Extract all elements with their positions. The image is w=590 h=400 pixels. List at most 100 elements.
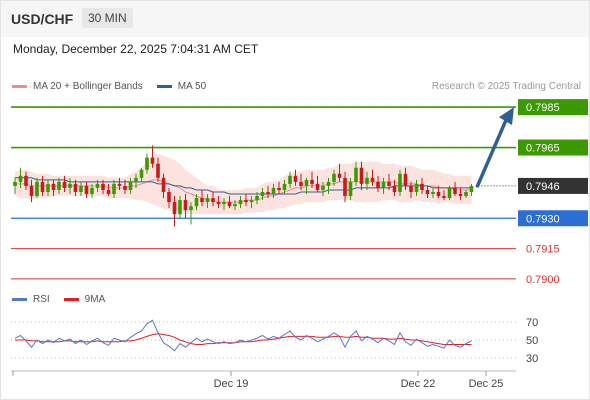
ma20-legend-label: MA 20 + Bollinger Bands (33, 81, 143, 92)
candle-body (84, 185, 89, 195)
candle-body (469, 185, 474, 192)
candle-body (420, 183, 424, 190)
price-legend: MA 20 + Bollinger Bands MA 50 (12, 81, 206, 92)
forecast-arrow-head (499, 107, 514, 126)
candle-body (134, 177, 138, 182)
candle-body (370, 177, 375, 182)
candle-body (112, 183, 116, 195)
candle-body (222, 202, 226, 205)
rsi-legend-label: RSI (33, 294, 50, 305)
candle-body (453, 187, 457, 195)
ma50-line (15, 177, 472, 195)
candle-body (436, 191, 441, 197)
candle-body (464, 191, 468, 197)
candle-body (315, 183, 320, 190)
candle-body (288, 175, 292, 184)
candle-body (348, 181, 353, 197)
candle-body (381, 181, 386, 188)
ma50-legend-swatch (156, 85, 172, 88)
candle-body (46, 183, 50, 192)
ma9-legend-label: 9MA (84, 294, 106, 305)
ma20-line (15, 179, 472, 203)
candle-body (310, 179, 314, 184)
candle-body (178, 200, 182, 215)
ma20-legend-swatch (12, 85, 27, 88)
candle-body (293, 175, 298, 182)
level-label-0.7900: 0.7900 (526, 274, 560, 286)
candle-body (139, 169, 144, 178)
level-tag-0.7965 (518, 139, 588, 156)
candle-body (398, 173, 402, 192)
candle-body (271, 187, 276, 195)
candle-body (205, 198, 210, 203)
candle-body (156, 163, 160, 178)
oscillator-legend: RSI 9MA (12, 294, 105, 305)
candle-body (150, 157, 155, 164)
ma9-legend-swatch (63, 298, 79, 301)
x-tick-label: Dec 25 (469, 378, 504, 390)
candle-body (277, 187, 281, 190)
candle-body (244, 200, 248, 203)
x-tick-label: Dec 22 (401, 378, 436, 390)
candle-body (24, 175, 28, 186)
candle-body (62, 181, 67, 188)
candle-body (359, 167, 364, 184)
candle-body (73, 183, 78, 192)
candle-body (299, 181, 303, 186)
candle-body (414, 183, 419, 192)
candle-body (18, 175, 23, 182)
candle-body (343, 177, 347, 197)
candle-body (376, 181, 380, 188)
candle-body (101, 183, 105, 190)
level-label-0.7985: 0.7985 (526, 102, 560, 114)
rsi-line (14, 319, 472, 352)
candle-body (321, 185, 325, 190)
x-tick-label: Dec 19 (214, 378, 249, 390)
candle-body (233, 204, 237, 207)
candle-body (447, 187, 452, 199)
level-tag-0.7930 (518, 210, 588, 227)
candle-body (227, 202, 232, 207)
candle-body (442, 196, 446, 199)
candle-body (238, 200, 243, 205)
level-tag-0.7985 (518, 99, 588, 116)
level-label-0.7915: 0.7915 (526, 244, 560, 256)
candle-body (145, 157, 149, 170)
candle-body (332, 173, 336, 182)
candle-body (387, 181, 391, 186)
level-label-0.7930: 0.7930 (526, 213, 560, 225)
candle-body (392, 185, 397, 192)
rsi-legend-swatch (12, 298, 27, 301)
candle-body (216, 202, 221, 205)
candle-body (57, 181, 61, 190)
candle-body (255, 196, 259, 201)
candle-body (431, 191, 435, 195)
timestamp: Monday, December 22, 2025 7:04:31 AM CET (13, 42, 259, 56)
candle-body (337, 173, 342, 178)
candle-body (13, 181, 17, 186)
candle-body (458, 194, 463, 197)
candle-body (211, 198, 215, 203)
osc-tick-label: 30 (526, 353, 538, 365)
candle-body (79, 185, 83, 192)
candle-body (95, 183, 100, 188)
candle-body (266, 191, 270, 195)
candle-body (128, 181, 133, 190)
candle-body (172, 202, 177, 215)
chart-header: USD/CHF 30 MIN (1, 1, 589, 37)
candle-body (354, 167, 358, 182)
timeframe-badge[interactable]: 30 MIN (82, 8, 133, 28)
candle-body (40, 181, 45, 192)
candle-body (326, 181, 331, 186)
level-label-0.7965: 0.7965 (526, 143, 560, 155)
currency-pair-title: USD/CHF (11, 11, 74, 27)
candle-body (282, 183, 287, 190)
candle-body (365, 177, 369, 184)
candle-body (200, 198, 204, 203)
candle-body (403, 173, 408, 186)
candle-body (167, 191, 171, 203)
ma50-legend-label: MA 50 (177, 81, 207, 92)
candle-body (51, 183, 56, 190)
